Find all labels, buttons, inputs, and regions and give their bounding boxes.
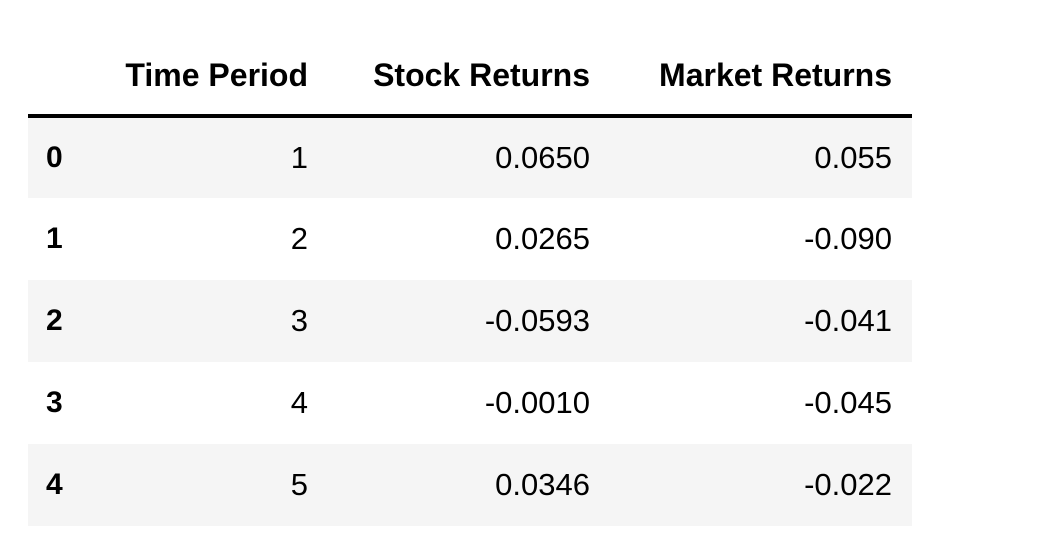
cell-market-returns: -0.041 bbox=[804, 303, 892, 338]
cell-time-period: 1 bbox=[290, 140, 308, 175]
table-row: 4 5 0.0346 -0.022 bbox=[28, 444, 912, 526]
index-header bbox=[28, 36, 102, 118]
cell-stock-returns: -0.0593 bbox=[484, 303, 590, 338]
cell-market-returns: 0.055 bbox=[814, 140, 892, 175]
row-index: 0 bbox=[46, 141, 63, 174]
cell-market-returns: -0.090 bbox=[804, 221, 892, 256]
cell-stock-returns: -0.0010 bbox=[484, 385, 590, 420]
column-header-time-period: Time Period bbox=[102, 36, 328, 118]
table-body: 0 1 0.0650 0.055 1 2 0.0265 -0.090 2 3 -… bbox=[28, 116, 912, 526]
cell-market-returns: -0.045 bbox=[804, 385, 892, 420]
row-index: 3 bbox=[46, 386, 63, 419]
row-index: 2 bbox=[46, 304, 63, 337]
cell-time-period: 4 bbox=[290, 385, 308, 420]
column-header-market-returns: Market Returns bbox=[610, 36, 912, 118]
cell-time-period: 2 bbox=[290, 221, 308, 256]
column-header-stock-returns: Stock Returns bbox=[328, 36, 610, 118]
cell-stock-returns: 0.0346 bbox=[495, 467, 590, 502]
dataframe-output: Time Period Stock Returns Market Returns… bbox=[28, 36, 912, 526]
cell-market-returns: -0.022 bbox=[804, 467, 892, 502]
cell-stock-returns: 0.0265 bbox=[495, 221, 590, 256]
table-row: 3 4 -0.0010 -0.045 bbox=[28, 362, 912, 444]
dataframe-table: Time Period Stock Returns Market Returns… bbox=[28, 36, 912, 526]
row-index: 4 bbox=[46, 468, 63, 501]
header-row: Time Period Stock Returns Market Returns bbox=[28, 36, 912, 118]
cell-time-period: 3 bbox=[290, 303, 308, 338]
table-row: 2 3 -0.0593 -0.041 bbox=[28, 280, 912, 362]
table-row: 0 1 0.0650 0.055 bbox=[28, 116, 912, 198]
cell-time-period: 5 bbox=[290, 467, 308, 502]
row-index: 1 bbox=[46, 222, 63, 255]
table-row: 1 2 0.0265 -0.090 bbox=[28, 198, 912, 280]
table-header: Time Period Stock Returns Market Returns bbox=[28, 36, 912, 118]
cell-stock-returns: 0.0650 bbox=[495, 140, 590, 175]
